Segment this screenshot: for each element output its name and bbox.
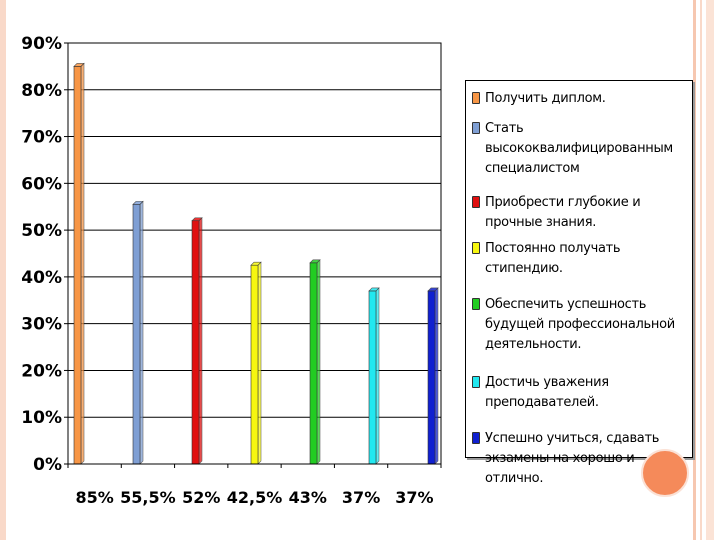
legend-label: Обеспечить успешность будущей профессион…	[485, 297, 675, 352]
bar	[191, 217, 203, 465]
legend-label: Постоянно получать стипендию.	[485, 241, 621, 276]
chart-legend: Получить диплом. Стать высококвалифициров…	[465, 80, 693, 486]
bar	[73, 62, 85, 465]
legend-swatch	[472, 298, 480, 310]
y-tick-label: 60%	[21, 174, 62, 194]
legend-swatch	[472, 432, 480, 444]
y-tick-label: 50%	[21, 221, 62, 241]
legend-item: Достичь уважения преподавателей.	[472, 373, 688, 413]
x-tick-label: 42,5%	[227, 488, 283, 507]
legend-label: Стать высококвалифицированным специалист…	[485, 121, 673, 176]
bar	[427, 287, 439, 465]
legend-swatch	[472, 196, 480, 208]
decorative-stripe-right-1	[693, 0, 696, 540]
bar	[132, 200, 144, 465]
y-tick-label: 30%	[21, 315, 62, 335]
bars	[73, 62, 439, 465]
legend-item: Обеспечить успешность будущей профессион…	[472, 295, 688, 355]
y-tick-label: 0%	[33, 455, 62, 475]
x-tick-label: 37%	[342, 488, 380, 507]
legend-swatch	[472, 242, 480, 254]
legend-swatch	[472, 92, 480, 104]
legend-item: Успешно учиться, сдавать экзамены на хор…	[472, 429, 688, 489]
x-tick-label: 37%	[395, 488, 433, 507]
legend-swatch	[472, 122, 480, 134]
x-tick-label: 85%	[75, 488, 113, 507]
legend-item: Постоянно получать стипендию.	[472, 239, 688, 279]
bar	[368, 287, 380, 465]
decorative-stripe-right-3	[706, 0, 714, 540]
legend-label: Успешно учиться, сдавать экзамены на хор…	[485, 431, 660, 486]
y-tick-label: 10%	[21, 408, 62, 428]
y-tick-label: 80%	[21, 81, 62, 101]
bar	[309, 259, 321, 465]
decorative-stripe-left	[0, 0, 6, 540]
decorative-circle	[641, 449, 689, 497]
x-tick-label: 43%	[289, 488, 327, 507]
y-tick-label: 20%	[21, 361, 62, 381]
x-tick-label: 52%	[182, 488, 220, 507]
x-axis-tick-labels: 85% 55,5% 52% 42,5% 43% 37% 37%	[75, 488, 433, 507]
y-tick-label: 40%	[21, 268, 62, 288]
y-tick-label: 90%	[21, 34, 62, 54]
legend-label: Достичь уважения преподавателей.	[485, 375, 609, 410]
legend-item: Приобрести глубокие и прочные знания.	[472, 193, 688, 233]
legend-item: Стать высококвалифицированным специалист…	[472, 119, 688, 179]
legend-label: Получить диплом.	[485, 91, 606, 106]
y-tick-label: 70%	[21, 128, 62, 148]
decorative-stripe-right-2	[700, 0, 702, 540]
y-axis-ticks: 0% 10% 20% 30% 40% 50% 60% 70% 80% 90%	[21, 34, 442, 475]
bar	[250, 261, 262, 465]
legend-swatch	[472, 376, 480, 388]
legend-item: Получить диплом.	[472, 89, 688, 109]
plot-frame	[67, 42, 442, 465]
legend-label: Приобрести глубокие и прочные знания.	[485, 195, 641, 230]
x-tick-label: 55,5%	[120, 488, 176, 507]
